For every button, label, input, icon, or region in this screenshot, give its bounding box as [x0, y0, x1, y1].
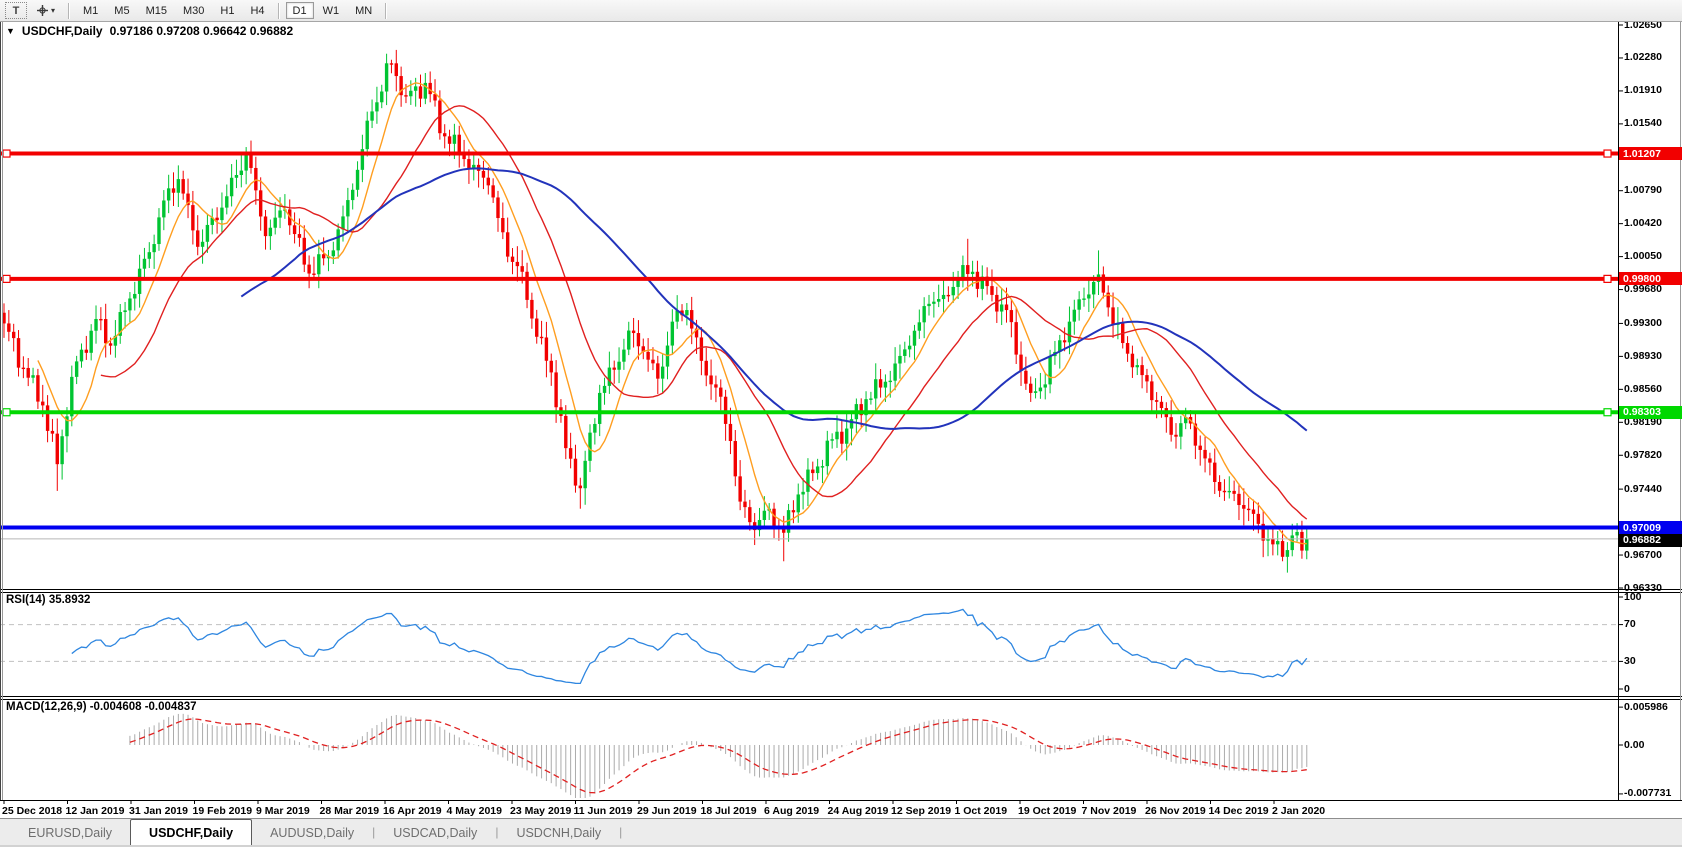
crosshair-icon [37, 5, 48, 16]
rsi-line [71, 608, 1308, 685]
hline-resistance-1[interactable] [0, 149, 1618, 158]
toolbar: T ▾ M1 M5 M15 M30 H1 H4 D1 W1 MN [0, 0, 1682, 22]
price-label-support-low: 0.97009 [1619, 521, 1682, 534]
timeframe-button-mn[interactable]: MN [348, 2, 379, 19]
timeframe-button-w1[interactable]: W1 [316, 2, 347, 19]
chart-title-symbol: USDCHF,Daily [21, 24, 103, 38]
timeframe-button-h1[interactable]: H1 [213, 2, 241, 19]
tab-usdchf-daily[interactable]: USDCHF,Daily [130, 819, 253, 845]
tab-eurusd-daily[interactable]: EURUSD,Daily [28, 825, 113, 840]
price-axis-ticks [1618, 24, 1623, 795]
timeframe-button-d1[interactable]: D1 [285, 2, 314, 19]
timeframe-button-m1[interactable]: M1 [76, 2, 105, 19]
tab-audusd-daily[interactable]: AUDUSD,Daily [270, 825, 355, 840]
chart-title-ohlc: 0.97186 0.97208 0.96642 0.96882 [109, 24, 294, 38]
macd-histogram [129, 713, 1308, 798]
timeframe-button-m5[interactable]: M5 [107, 2, 136, 19]
tab-separator: | [372, 825, 376, 839]
tab-separator: | [619, 825, 623, 839]
slow-ma-line [240, 167, 1308, 432]
text-tool-button[interactable]: T [5, 2, 27, 19]
tab-usdcnh-daily[interactable]: USDCNH,Daily [516, 825, 602, 840]
toolbar-separator [385, 2, 388, 19]
date-axis-ticks[interactable] [3, 800, 1275, 804]
chart-tab-bar: EURUSD,Daily USDCHF,Daily AUDUSD,Daily | USD… [0, 818, 1682, 847]
chart-title: ▼ USDCHF,Daily 0.97186 0.97208 0.96642 0… [6, 24, 293, 38]
current-price-label: 0.96882 [1619, 533, 1682, 547]
chevron-down-icon: ▾ [51, 6, 56, 15]
hline-resistance-2[interactable] [0, 274, 1618, 283]
mid-ma-line [100, 105, 1308, 520]
timeframe-button-h4[interactable]: H4 [243, 2, 271, 19]
macd-signal-line [129, 718, 1307, 794]
hline-support-mid[interactable] [0, 408, 1618, 417]
symbol-dropdown-triangle-icon: ▼ [6, 26, 15, 36]
fast-ma-line [37, 82, 1307, 545]
price-label-support-mid: 0.98303 [1619, 405, 1682, 419]
toolbar-separator [277, 2, 280, 19]
timeframe-button-m30[interactable]: M30 [176, 2, 211, 19]
cursor-tool-button[interactable]: ▾ [29, 2, 62, 19]
price-label-resistance-1: 1.01207 [1619, 147, 1682, 161]
candlestick-series [2, 49, 1309, 573]
price-label-resistance-2: 0.99800 [1619, 272, 1682, 286]
tab-usdcad-daily[interactable]: USDCAD,Daily [393, 825, 478, 840]
tab-separator: | [495, 825, 499, 839]
toolbar-separator [68, 2, 71, 19]
timeframe-button-m15[interactable]: M15 [139, 2, 174, 19]
timeframe-button-group: M1 M5 M15 M30 H1 H4 D1 W1 MN [75, 2, 392, 19]
